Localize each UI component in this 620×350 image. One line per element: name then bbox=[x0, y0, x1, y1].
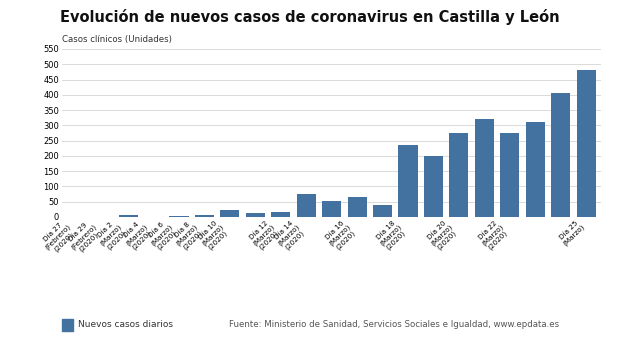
Bar bbox=[373, 205, 392, 217]
Bar bbox=[475, 119, 494, 217]
Bar bbox=[577, 70, 596, 217]
Bar bbox=[399, 145, 418, 217]
Bar bbox=[297, 194, 316, 217]
Bar bbox=[220, 210, 239, 217]
Text: Casos clínicos (Unidades): Casos clínicos (Unidades) bbox=[62, 35, 172, 44]
Bar bbox=[551, 93, 570, 217]
Text: Nuevos casos diarios: Nuevos casos diarios bbox=[78, 320, 172, 329]
Bar bbox=[272, 211, 290, 217]
Bar bbox=[322, 201, 341, 217]
Bar bbox=[424, 156, 443, 217]
Bar bbox=[348, 197, 366, 217]
Bar bbox=[195, 215, 214, 217]
Text: Evolución de nuevos casos de coronavirus en Castilla y León: Evolución de nuevos casos de coronavirus… bbox=[60, 9, 560, 25]
Bar bbox=[118, 216, 138, 217]
Text: Fuente: Ministerio de Sanidad, Servicios Sociales e Igualdad, www.epdata.es: Fuente: Ministerio de Sanidad, Servicios… bbox=[229, 320, 559, 329]
Bar bbox=[246, 214, 265, 217]
Bar bbox=[500, 133, 520, 217]
Bar bbox=[169, 216, 188, 217]
Bar bbox=[526, 122, 545, 217]
Bar bbox=[450, 133, 469, 217]
